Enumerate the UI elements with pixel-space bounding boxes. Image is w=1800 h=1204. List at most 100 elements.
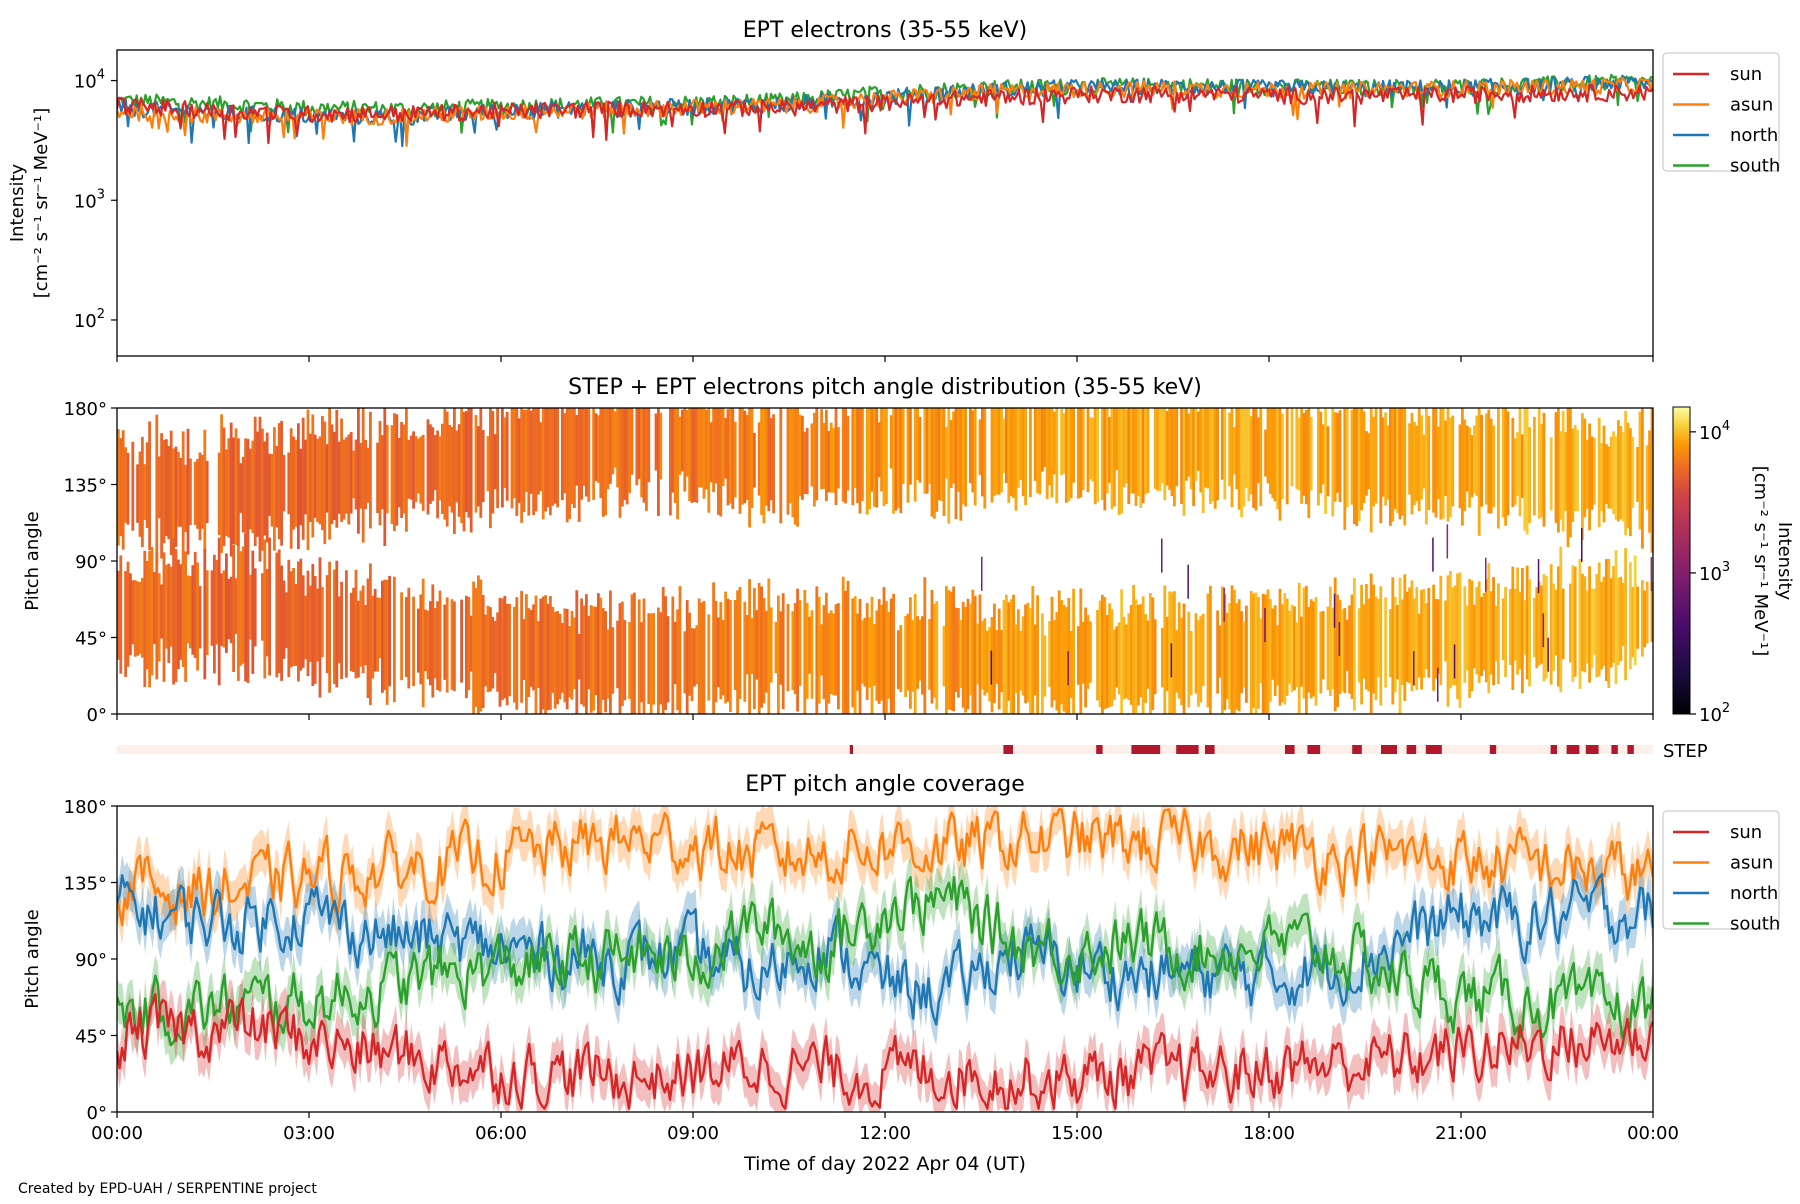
panel4-ytick-label-3: 135° [64,874,107,895]
heatmap-cell [1201,408,1205,513]
heatmap-cell [719,408,723,517]
heatmap-cell [1012,408,1015,499]
heatmap-cell [189,458,192,525]
heatmap-cell [971,410,975,493]
heatmap-cell [1024,604,1027,704]
heatmap-cell [1463,586,1467,683]
heatmap-cell [1367,433,1371,490]
heatmap-cell [537,621,540,689]
heatmap-cell [1648,430,1651,533]
heatmap-cell [988,627,991,702]
heatmap-cell [549,596,552,710]
heatmap-cell [301,575,305,668]
heatmap-cell [1470,435,1474,498]
heatmap-cell [1233,590,1236,714]
heatmap-cell [1297,417,1301,491]
heatmap-cell [150,546,154,676]
heatmap-cell [1374,596,1378,701]
step-coverage-mark-11 [1425,745,1442,754]
heatmap-cell [1233,427,1236,475]
heatmap-cell [196,562,199,671]
heatmap-cell [827,431,831,493]
heatmap-cell [1427,416,1431,510]
heatmap-cell [169,430,173,555]
heatmap-cell [851,598,855,708]
heatmap-cell [1523,600,1527,655]
heatmap-cell [851,408,855,506]
heatmap-cell [599,408,603,499]
heatmap-cell [1242,408,1246,507]
heatmap-cell [1115,408,1119,471]
heatmap-cell [913,594,917,714]
heatmap-cell [491,410,495,514]
heatmap-cell [1521,434,1524,499]
heatmap-cell [126,561,130,667]
heatmap-cell [1093,408,1097,505]
heatmap-cell [133,580,137,657]
heatmap-cell [1432,537,1434,572]
heatmap-cell [1273,605,1277,697]
heatmap-cell [1631,436,1635,508]
heatmap-cell [234,428,238,545]
panel1-legend-box [1662,52,1780,172]
heatmap-cell [1345,619,1349,671]
heatmap-cell [575,415,579,486]
heatmap-cell [455,430,459,503]
heatmap-cell [954,408,958,520]
heatmap-cell [493,434,497,490]
heatmap-cell [1643,590,1647,648]
heatmap-cell [1120,589,1123,714]
heatmap-cell [1573,566,1577,677]
heatmap-cell [436,601,439,690]
heatmap-cell [1005,594,1008,714]
heatmap-cell [1144,408,1147,495]
heatmap-cell [193,551,197,658]
heatmap-cell [378,420,382,526]
heatmap-cell [1041,613,1044,714]
heatmap-cell [1060,408,1063,476]
heatmap-cell [508,604,511,697]
heatmap-cell [765,610,768,693]
heatmap-cell [1489,418,1493,514]
heatmap-cell [1509,589,1512,665]
heatmap-cell [810,610,814,699]
step-coverage-mark-0 [849,745,853,754]
heatmap-cell [1357,608,1361,683]
heatmap-cell [1086,614,1090,689]
heatmap-cell [750,408,754,508]
heatmap-cell [1326,426,1330,497]
heatmap-cell [575,590,579,714]
heatmap-cell [438,590,442,692]
panel4-xtick-label-5: 15:00 [1051,1123,1103,1144]
heatmap-cell [1096,610,1099,701]
heatmap-cell [119,555,123,674]
heatmap-cell [1343,608,1347,694]
heatmap-cell [1504,586,1507,677]
heatmap-cell [765,408,768,506]
heatmap-cell [1305,410,1308,505]
heatmap-cell [760,586,763,708]
heatmap-cell [1585,439,1589,509]
heatmap-cell [196,458,199,529]
heatmap-cell [657,607,660,714]
heatmap-cell [1072,408,1075,483]
heatmap-cell [1425,408,1428,525]
heatmap-cell [433,607,437,679]
heatmap-cell [1501,598,1505,661]
heatmap-cell [1189,408,1193,490]
heatmap-cell [469,408,473,533]
heatmap-cell [1535,587,1539,669]
heatmap-cell [803,590,807,714]
heatmap-cell [251,440,255,534]
heatmap-cell [786,408,790,515]
heatmap-cell [1391,577,1395,705]
heatmap-cell [829,422,833,493]
heatmap-cell [1211,408,1215,501]
panel4-legend: sun asun north south [1662,810,1780,935]
heatmap-cell [1043,635,1047,697]
heatmap-cell [1600,581,1603,670]
heatmap-cell [179,564,183,660]
heatmap-cell [361,408,365,543]
heatmap-cell [1437,599,1440,674]
heatmap-cell [525,594,528,714]
